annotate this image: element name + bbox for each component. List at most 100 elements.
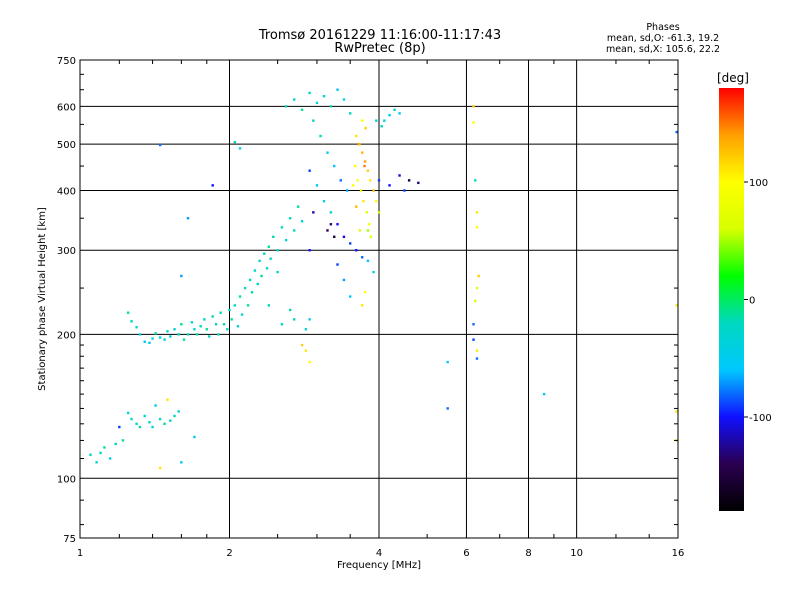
data-point <box>352 184 355 187</box>
data-point <box>475 226 479 229</box>
data-point <box>308 91 311 95</box>
y-tick-label: 100 <box>57 474 76 485</box>
data-point <box>472 323 475 326</box>
data-point <box>143 340 146 343</box>
axis-ticks: 1 2 4 6 8 10 16 75 100 200 300 400 500 600 750 <box>57 56 684 559</box>
data-point <box>193 435 196 439</box>
data-points <box>89 88 678 470</box>
data-point <box>193 328 196 331</box>
data-point <box>403 189 406 192</box>
data-point <box>398 112 401 115</box>
data-point <box>211 184 214 187</box>
data-point <box>348 295 352 298</box>
data-point <box>474 299 477 303</box>
data-point <box>365 211 368 214</box>
data-point <box>312 211 315 214</box>
data-point <box>472 105 475 108</box>
data-point <box>180 461 183 464</box>
data-point <box>169 335 172 338</box>
data-point <box>233 140 237 144</box>
data-point <box>276 270 279 274</box>
colorbar-label: [deg] <box>717 71 749 85</box>
x-tick-label: 10 <box>570 548 583 559</box>
data-point <box>126 411 130 415</box>
data-point <box>357 142 360 146</box>
data-point <box>353 164 357 168</box>
data-point <box>151 425 154 429</box>
data-point <box>336 223 339 226</box>
data-point <box>377 179 381 182</box>
data-point <box>280 323 284 326</box>
data-point <box>362 199 365 203</box>
data-point <box>95 461 98 464</box>
data-point <box>203 318 206 321</box>
data-point <box>258 259 261 263</box>
data-point <box>364 126 367 130</box>
data-point <box>284 238 288 242</box>
data-point <box>180 323 183 326</box>
data-point <box>148 421 151 424</box>
data-point <box>315 184 319 187</box>
data-point <box>333 235 336 239</box>
data-point <box>363 160 367 163</box>
data-point <box>138 333 142 336</box>
data-point <box>103 446 106 449</box>
data-point <box>233 304 237 307</box>
data-point <box>329 211 333 214</box>
data-point <box>360 151 364 154</box>
data-point <box>151 337 154 340</box>
data-point <box>130 417 133 421</box>
data-point <box>322 199 326 203</box>
data-point <box>372 189 375 192</box>
data-point <box>675 130 678 134</box>
data-point <box>472 338 475 341</box>
data-point <box>293 229 296 232</box>
data-point <box>158 336 162 339</box>
colorbar-ticks: 100 0 -100 <box>744 178 772 424</box>
data-point <box>158 143 162 147</box>
data-point <box>336 88 339 91</box>
chart-subtitle: RwPretec (8p) <box>334 41 426 56</box>
x-tick-label: 1 <box>77 548 83 559</box>
data-point <box>99 451 102 455</box>
data-point <box>315 101 319 105</box>
data-point <box>143 414 146 418</box>
data-point <box>319 134 322 138</box>
data-point <box>360 119 364 122</box>
x-tick-label: 8 <box>525 548 531 559</box>
data-point <box>238 147 242 150</box>
data-point <box>226 328 229 331</box>
data-point <box>355 249 358 252</box>
data-point <box>246 304 250 307</box>
data-point <box>360 304 364 307</box>
y-tick-label: 750 <box>57 56 76 67</box>
data-point <box>243 286 247 290</box>
data-point <box>267 304 271 307</box>
data-point <box>345 189 349 192</box>
data-point <box>475 286 479 290</box>
data-point <box>166 330 169 333</box>
data-point <box>296 205 300 208</box>
data-point <box>108 457 112 460</box>
x-tick-label: 2 <box>226 548 232 559</box>
data-point <box>186 333 190 336</box>
data-point <box>148 341 151 345</box>
data-point <box>363 291 367 294</box>
colorbar-tick-label: 100 <box>749 178 768 189</box>
x-axis-label: Frequency [MHz] <box>337 560 421 571</box>
data-point <box>236 325 240 328</box>
data-point <box>475 349 479 352</box>
data-point <box>118 425 121 429</box>
data-point <box>253 269 257 272</box>
data-point <box>308 249 311 252</box>
data-point <box>293 98 296 101</box>
colorbar-tick-label: 0 <box>749 296 755 307</box>
data-point <box>300 220 304 223</box>
data-point <box>356 179 359 182</box>
data-point <box>163 422 166 426</box>
data-point <box>474 179 477 182</box>
x-tick-label: 4 <box>376 548 382 559</box>
data-point <box>182 338 186 341</box>
data-point <box>367 223 371 226</box>
y-tick-label: 75 <box>63 534 76 545</box>
